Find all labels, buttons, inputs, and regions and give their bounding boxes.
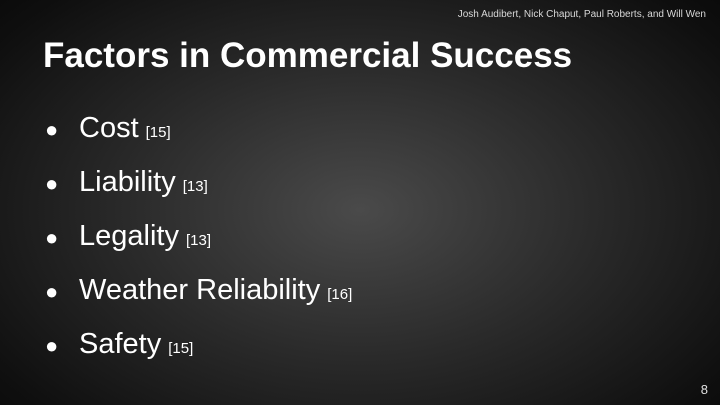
item-label: Weather Reliability [79, 274, 321, 306]
bullet-icon: ● [45, 279, 59, 304]
item-label: Liability [79, 166, 176, 198]
list-item: ● Liability [13] [45, 166, 352, 220]
list-item: ● Cost [15] [45, 112, 352, 166]
bullet-icon: ● [45, 333, 59, 358]
bullet-icon: ● [45, 225, 59, 250]
authors-line: Josh Audibert, Nick Chaput, Paul Roberts… [457, 9, 706, 20]
item-label: Safety [79, 328, 162, 360]
page-number: 8 [700, 382, 708, 397]
bullet-list: ● Cost [15] ● Liability [13] ● Legality [13] ●… [45, 112, 352, 382]
item-citation: [13] [182, 178, 208, 195]
item-citation: [15] [145, 124, 171, 141]
item-label: Legality [79, 220, 179, 252]
bullet-icon: ● [45, 117, 59, 142]
item-citation: [16] [327, 286, 353, 303]
bullet-icon: ● [45, 171, 59, 196]
item-citation: [13] [185, 232, 211, 249]
slide-title: Factors in Commercial Success [43, 36, 573, 75]
list-item: ● Weather Reliability [16] [45, 274, 352, 328]
item-citation: [15] [168, 340, 194, 357]
item-label: Cost [79, 112, 139, 144]
list-item: ● Safety [15] [45, 328, 352, 382]
list-item: ● Legality [13] [45, 220, 352, 274]
